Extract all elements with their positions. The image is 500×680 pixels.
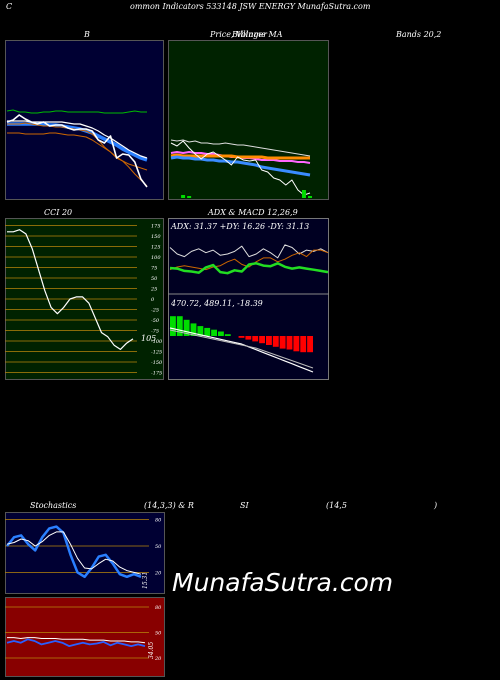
stoch-value-label: 15.31 <box>142 572 149 589</box>
volume-bar <box>302 190 306 198</box>
macd-bar <box>170 316 176 336</box>
label-rsi: SI <box>240 501 249 510</box>
macd-bar <box>280 336 286 349</box>
macd-bar <box>225 334 231 336</box>
cci-tick-label: 150 <box>151 234 161 240</box>
macd-bar <box>266 336 272 345</box>
macd-bar <box>218 332 224 337</box>
rsi-panel: 80 50 20 34.05 <box>5 597 165 677</box>
price-volume-bg <box>169 41 329 200</box>
cci-tick-label: -25 <box>151 308 159 314</box>
macd-bar <box>287 336 293 350</box>
label-adx: ADX & MACD 12,26,9 <box>208 208 298 217</box>
cci-tick-label: -125 <box>151 350 162 356</box>
macd-bar <box>211 330 217 336</box>
rsi-tick-label: 50 <box>155 631 162 637</box>
cci-tick-label: 125 <box>151 245 161 251</box>
label-stoch-params: (14,3,3) & R <box>144 501 194 510</box>
volume-bar <box>181 195 185 198</box>
watermark: MunafaSutra.com <box>172 568 393 597</box>
cci-tick-label: 75 <box>151 266 157 272</box>
cci-tick-label: -50 <box>151 318 160 324</box>
stochastics-bg <box>6 513 165 594</box>
macd-bar <box>239 336 245 338</box>
cci-value-label: 105 <box>141 334 156 343</box>
macd-bar <box>177 316 183 336</box>
cci-tick-label: 50 <box>151 276 158 282</box>
rsi-tick-label: 20 <box>154 656 162 662</box>
cci-tick-label: 25 <box>150 287 157 293</box>
stoch-tick-label: 80 <box>155 518 162 524</box>
label-rsi-close: ) <box>434 501 437 510</box>
macd-bar <box>307 336 313 352</box>
volume-bar <box>187 196 191 198</box>
label-overlay: Billinger <box>232 30 267 39</box>
stoch-tick-label: 20 <box>154 570 162 576</box>
macd-bar <box>273 336 279 347</box>
rsi-tick-label: 80 <box>155 605 162 611</box>
adx-macd-panel: ADX: 31.37 +DY: 16.26 -DY: 31.13 470.72,… <box>168 218 329 380</box>
label-bands: Bands 20,2 <box>396 30 441 39</box>
stoch-tick-label: 50 <box>155 544 162 550</box>
label-rsi-params: (14,5 <box>326 501 347 510</box>
cci-panel: 1751501251007550250-25-50-75-100-125-150… <box>5 218 164 380</box>
adx-values: ADX: 31.37 +DY: 16.26 -DY: 31.13 <box>170 222 309 231</box>
macd-values: 470.72, 489.11, -18.39 <box>170 299 263 308</box>
header-left: C <box>6 2 12 11</box>
price-volume-panel <box>168 40 329 200</box>
volume-bar <box>308 196 312 198</box>
cci-tick-label: -150 <box>151 360 163 366</box>
macd-bar <box>252 336 258 341</box>
label-cci: CCI 20 <box>44 208 72 217</box>
header-title: ommon Indicators 533148 JSW ENERGY Munaf… <box>130 2 370 11</box>
cci-tick-label: -175 <box>151 371 162 377</box>
rsi-value-label: 34.05 <box>148 642 155 659</box>
label-b: B <box>84 30 90 39</box>
macd-bar <box>245 336 251 340</box>
cci-tick-label: 175 <box>151 224 161 230</box>
cci-tick-label: 100 <box>151 255 161 261</box>
macd-bar <box>204 328 210 336</box>
macd-bar <box>300 336 306 352</box>
stochastics-panel: 80 50 20 15.31 <box>5 512 165 594</box>
bollinger-panel <box>5 40 164 200</box>
macd-bar <box>259 336 265 343</box>
label-stoch: Stochastics <box>30 501 76 510</box>
macd-bar <box>293 336 299 351</box>
rsi-bg <box>6 598 165 677</box>
